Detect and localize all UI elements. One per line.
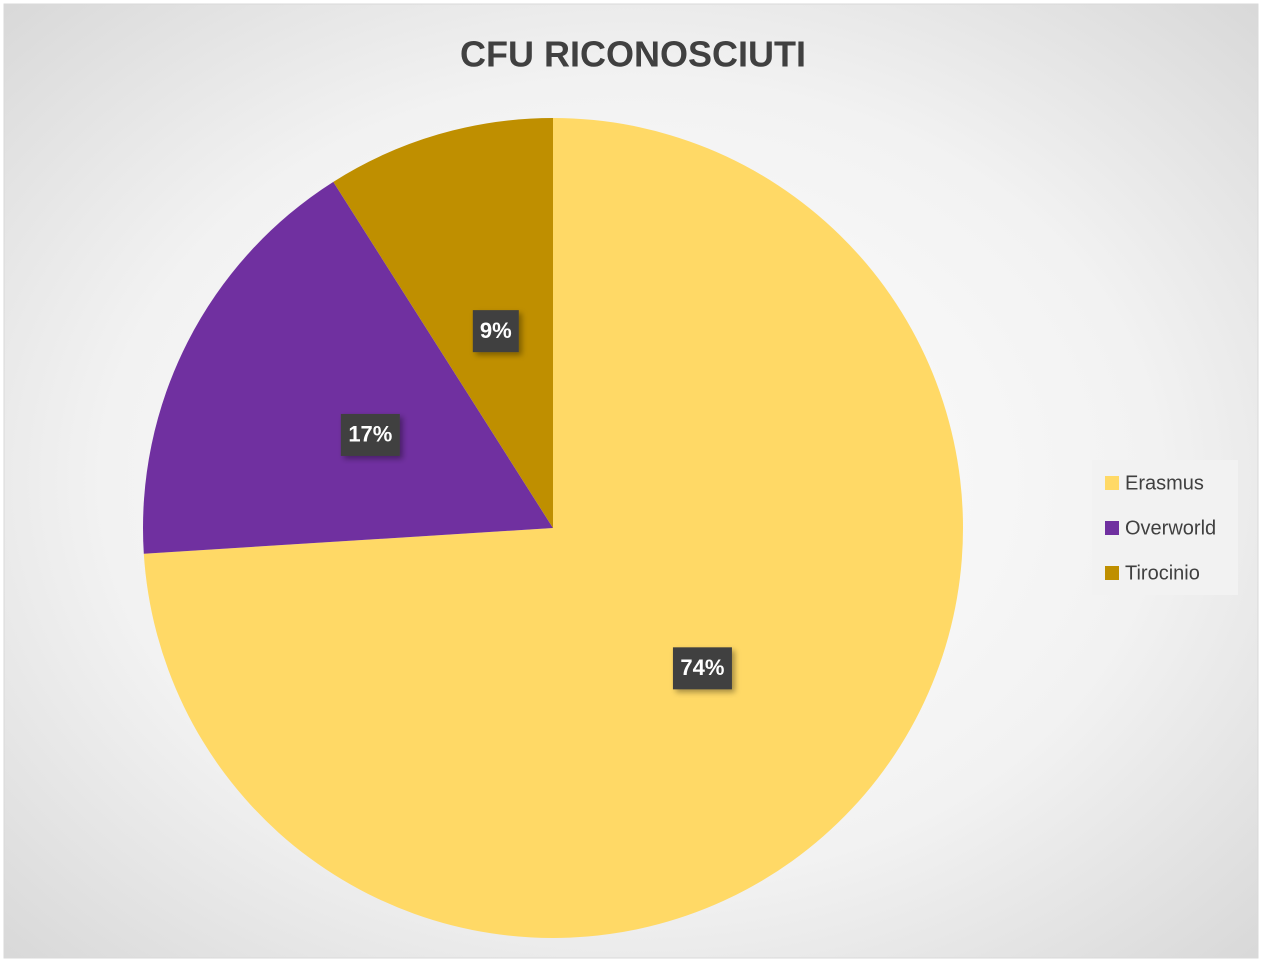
data-label-box: [672, 647, 732, 690]
legend-label: Overworld: [1125, 517, 1216, 539]
legend-swatch: [1105, 476, 1119, 490]
data-label: 9%: [480, 318, 512, 343]
pie-slice: [143, 118, 964, 939]
legend-label: Erasmus: [1125, 472, 1204, 494]
legend-swatch: [1105, 521, 1119, 535]
legend-swatch: [1105, 566, 1119, 580]
chart-title: CFU RICONOSCIUTI: [460, 34, 806, 75]
data-label: 74%: [680, 655, 724, 680]
pie-slice: [333, 118, 553, 528]
data-label: 17%: [348, 422, 392, 447]
data-label-box: [340, 413, 400, 456]
pie-slice: [143, 181, 553, 554]
data-label-box: [472, 310, 519, 353]
legend-label: Tirocinio: [1125, 562, 1200, 584]
